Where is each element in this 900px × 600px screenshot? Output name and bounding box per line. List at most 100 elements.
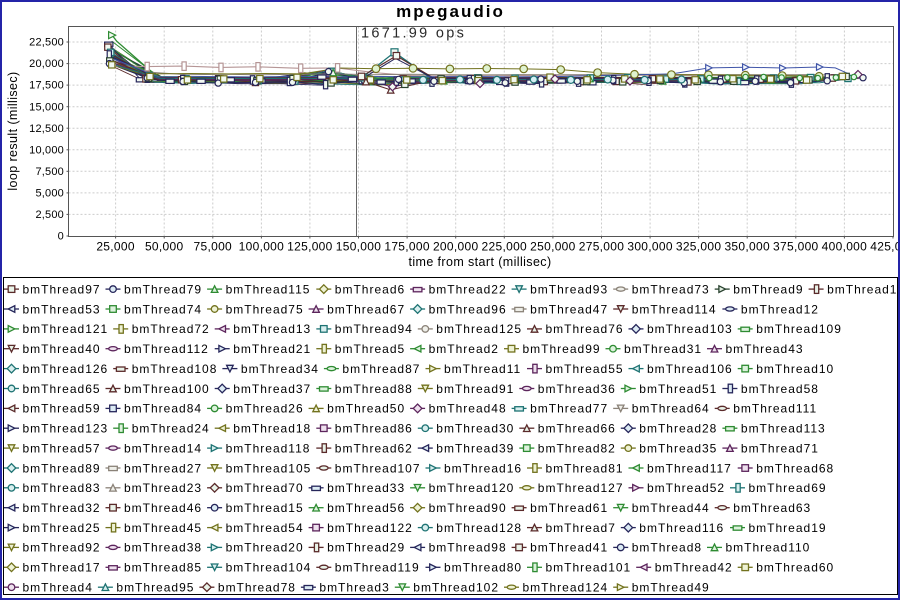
svg-text:bmThread110: bmThread110 bbox=[726, 541, 811, 555]
svg-text:bmThread17: bmThread17 bbox=[23, 561, 101, 575]
svg-text:bmThread92: bmThread92 bbox=[23, 541, 101, 555]
svg-text:bmThread117: bmThread117 bbox=[647, 461, 732, 475]
svg-text:bmThread122: bmThread122 bbox=[327, 521, 413, 535]
svg-text:bmThread3: bmThread3 bbox=[319, 581, 389, 595]
svg-text:bmThread85: bmThread85 bbox=[124, 561, 202, 575]
svg-text:bmThread108: bmThread108 bbox=[132, 362, 218, 376]
svg-text:bmThread18: bmThread18 bbox=[233, 422, 311, 436]
svg-text:bmThread13: bmThread13 bbox=[233, 322, 311, 336]
svg-text:25,000: 25,000 bbox=[96, 240, 135, 254]
svg-text:bmThread109: bmThread109 bbox=[756, 322, 842, 336]
svg-text:bmThread104: bmThread104 bbox=[226, 561, 312, 575]
svg-text:10,000: 10,000 bbox=[29, 144, 64, 156]
svg-text:250,000: 250,000 bbox=[530, 240, 576, 254]
svg-text:bmThread86: bmThread86 bbox=[335, 422, 413, 436]
svg-text:bmThread10: bmThread10 bbox=[756, 362, 834, 376]
svg-text:bmThread116: bmThread116 bbox=[639, 521, 724, 535]
svg-text:bmThread124: bmThread124 bbox=[523, 581, 609, 595]
svg-text:200,000: 200,000 bbox=[433, 240, 479, 254]
svg-text:bmThread23: bmThread23 bbox=[124, 481, 202, 495]
svg-text:bmThread21: bmThread21 bbox=[233, 342, 311, 356]
svg-text:bmThread5: bmThread5 bbox=[335, 342, 405, 356]
svg-text:bmThread123: bmThread123 bbox=[23, 422, 109, 436]
svg-text:bmThread111: bmThread111 bbox=[733, 402, 817, 416]
svg-text:bmThread4: bmThread4 bbox=[23, 581, 93, 595]
svg-text:bmThread38: bmThread38 bbox=[124, 541, 202, 555]
svg-text:bmThread68: bmThread68 bbox=[756, 461, 834, 475]
svg-text:20,000: 20,000 bbox=[29, 58, 64, 70]
svg-text:12,500: 12,500 bbox=[29, 123, 64, 135]
svg-text:bmThread94: bmThread94 bbox=[335, 322, 413, 336]
svg-text:bmThread69: bmThread69 bbox=[749, 481, 827, 495]
svg-text:bmThread103: bmThread103 bbox=[647, 322, 733, 336]
svg-text:bmThread54: bmThread54 bbox=[226, 521, 304, 535]
svg-text:bmThread114: bmThread114 bbox=[632, 302, 717, 316]
svg-text:time from start (millisec): time from start (millisec) bbox=[408, 255, 551, 269]
svg-text:bmThread16: bmThread16 bbox=[444, 461, 522, 475]
svg-text:bmThread74: bmThread74 bbox=[124, 302, 202, 316]
svg-text:bmThread96: bmThread96 bbox=[429, 302, 507, 316]
svg-text:425,000: 425,000 bbox=[870, 240, 900, 254]
svg-text:bmThread36: bmThread36 bbox=[538, 382, 616, 396]
svg-text:bmThread41: bmThread41 bbox=[530, 541, 608, 555]
svg-text:bmThread51: bmThread51 bbox=[639, 382, 717, 396]
svg-text:bmThread98: bmThread98 bbox=[429, 541, 507, 555]
svg-text:bmThread66: bmThread66 bbox=[538, 422, 616, 436]
svg-text:bmThread7: bmThread7 bbox=[546, 521, 616, 535]
svg-text:225,000: 225,000 bbox=[482, 240, 528, 254]
svg-text:bmThread80: bmThread80 bbox=[444, 561, 522, 575]
svg-text:bmThread121: bmThread121 bbox=[23, 322, 109, 336]
svg-text:bmThread48: bmThread48 bbox=[429, 402, 507, 416]
svg-text:bmThread120: bmThread120 bbox=[429, 481, 515, 495]
svg-text:bmThread19: bmThread19 bbox=[749, 521, 827, 535]
svg-text:375,000: 375,000 bbox=[773, 240, 819, 254]
svg-text:bmThread34: bmThread34 bbox=[241, 362, 319, 376]
svg-text:bmThread12: bmThread12 bbox=[741, 302, 819, 316]
svg-text:bmThread77: bmThread77 bbox=[530, 402, 608, 416]
svg-text:150,000: 150,000 bbox=[336, 240, 382, 254]
svg-text:0: 0 bbox=[58, 231, 64, 243]
svg-text:bmThread71: bmThread71 bbox=[741, 441, 819, 455]
svg-text:bmThread128: bmThread128 bbox=[436, 521, 522, 535]
svg-text:bmThread82: bmThread82 bbox=[538, 441, 616, 455]
svg-text:mpegaudio: mpegaudio bbox=[396, 2, 505, 21]
svg-text:5,000: 5,000 bbox=[35, 188, 64, 200]
svg-text:bmThread84: bmThread84 bbox=[124, 402, 202, 416]
svg-text:bmThread113: bmThread113 bbox=[741, 422, 826, 436]
svg-text:350,000: 350,000 bbox=[724, 240, 770, 254]
svg-text:bmThread57: bmThread57 bbox=[23, 441, 101, 455]
svg-text:15,000: 15,000 bbox=[29, 101, 64, 113]
svg-text:bmThread63: bmThread63 bbox=[733, 501, 811, 515]
svg-text:bmThread55: bmThread55 bbox=[546, 362, 624, 376]
svg-text:bmThread90: bmThread90 bbox=[429, 501, 507, 515]
svg-text:125,000: 125,000 bbox=[287, 240, 333, 254]
svg-text:bmThread35: bmThread35 bbox=[639, 441, 717, 455]
svg-text:bmThread126: bmThread126 bbox=[23, 362, 109, 376]
svg-text:bmThread2: bmThread2 bbox=[429, 342, 499, 356]
svg-text:bmThread101: bmThread101 bbox=[546, 561, 632, 575]
svg-text:bmThread20: bmThread20 bbox=[226, 541, 304, 555]
svg-text:bmThread25: bmThread25 bbox=[23, 521, 101, 535]
svg-text:400,000: 400,000 bbox=[822, 240, 868, 254]
svg-text:bmThread72: bmThread72 bbox=[132, 322, 210, 336]
svg-text:loop result (millisec): loop result (millisec) bbox=[6, 71, 20, 190]
svg-text:bmThread37: bmThread37 bbox=[233, 382, 311, 396]
svg-text:bmThread8: bmThread8 bbox=[632, 541, 702, 555]
svg-text:bmThread56: bmThread56 bbox=[327, 501, 405, 515]
svg-text:bmThread75: bmThread75 bbox=[226, 302, 304, 316]
svg-text:bmThread65: bmThread65 bbox=[23, 382, 101, 396]
svg-text:bmThread99: bmThread99 bbox=[523, 342, 601, 356]
svg-text:50,000: 50,000 bbox=[145, 240, 184, 254]
svg-text:bmThread53: bmThread53 bbox=[23, 302, 101, 316]
svg-text:bmThread24: bmThread24 bbox=[132, 422, 210, 436]
svg-text:bmThread61: bmThread61 bbox=[530, 501, 608, 515]
svg-text:bmThread58: bmThread58 bbox=[741, 382, 819, 396]
svg-text:bmThread22: bmThread22 bbox=[429, 282, 507, 296]
svg-text:22,500: 22,500 bbox=[29, 37, 64, 49]
svg-text:bmThread52: bmThread52 bbox=[647, 481, 725, 495]
svg-text:bmThread83: bmThread83 bbox=[23, 481, 101, 495]
svg-text:bmThread79: bmThread79 bbox=[124, 282, 202, 296]
svg-text:175,000: 175,000 bbox=[384, 240, 430, 254]
svg-text:bmThread40: bmThread40 bbox=[23, 342, 101, 356]
svg-text:bmThread78: bmThread78 bbox=[218, 581, 296, 595]
